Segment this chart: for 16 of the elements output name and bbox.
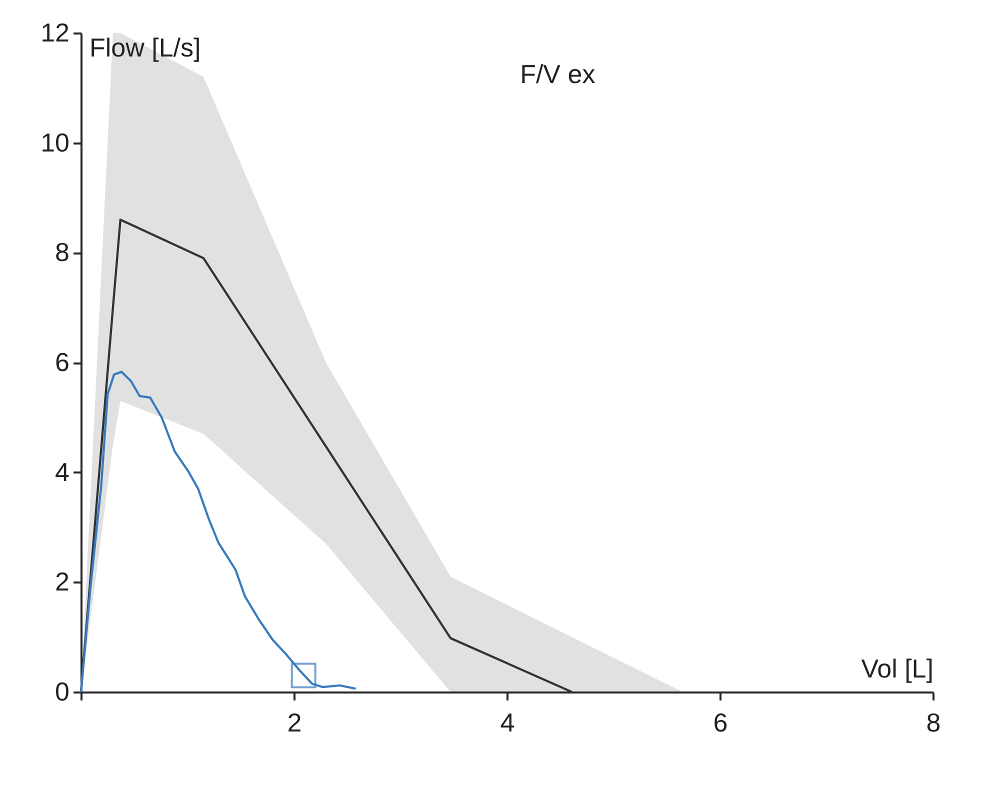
y-tick-label: 12 xyxy=(40,18,70,48)
text: F/V ex xyxy=(520,59,596,89)
line-series xyxy=(80,218,574,694)
x-tick-label: 4 xyxy=(500,708,515,738)
x-axis-title: Vol [L] xyxy=(861,654,934,684)
x-tick-label: 8 xyxy=(926,708,941,738)
x-tick-label: 6 xyxy=(713,708,728,738)
y-axis-title: Flow [L/s] xyxy=(90,32,201,62)
y-tick-label: 0 xyxy=(55,676,70,706)
y-tick-label: 6 xyxy=(55,347,70,377)
y-tick-label: 10 xyxy=(40,127,70,158)
y-tick-label: 4 xyxy=(55,456,70,487)
y-tick-label: 8 xyxy=(55,237,70,268)
y-tick-label: 2 xyxy=(55,566,70,597)
line-series xyxy=(80,370,357,694)
x-tick-label: 2 xyxy=(287,708,302,738)
